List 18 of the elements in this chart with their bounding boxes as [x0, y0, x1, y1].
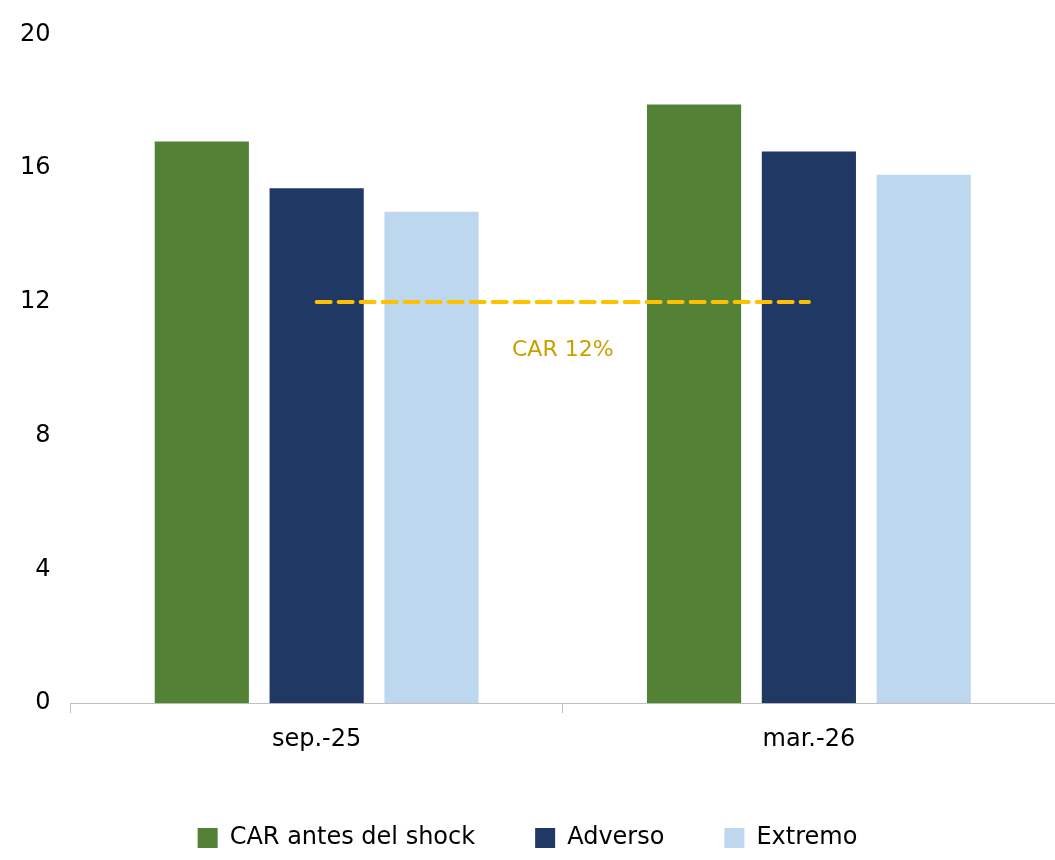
- y-tick-label: 4: [35, 553, 51, 582]
- y-tick-label: 8: [35, 419, 51, 448]
- x-tick-label: sep.-25: [271, 723, 362, 752]
- bar: [876, 174, 971, 704]
- bar: [154, 141, 249, 704]
- bar: [761, 151, 856, 704]
- bar: [384, 211, 479, 704]
- legend-label: Extremo: [756, 822, 858, 851]
- bar: [646, 104, 742, 704]
- legend-label: Adverso: [567, 822, 665, 851]
- y-tick-label: 0: [35, 687, 51, 716]
- y-tick-label: 20: [19, 18, 51, 47]
- bar: [269, 188, 364, 704]
- y-tick-label: 16: [19, 152, 51, 181]
- ref-line-label: CAR 12%: [511, 335, 614, 361]
- legend-label: CAR antes del shock: [229, 822, 476, 851]
- x-tick-label: mar.-26: [762, 723, 856, 752]
- y-tick-label: 12: [19, 286, 51, 315]
